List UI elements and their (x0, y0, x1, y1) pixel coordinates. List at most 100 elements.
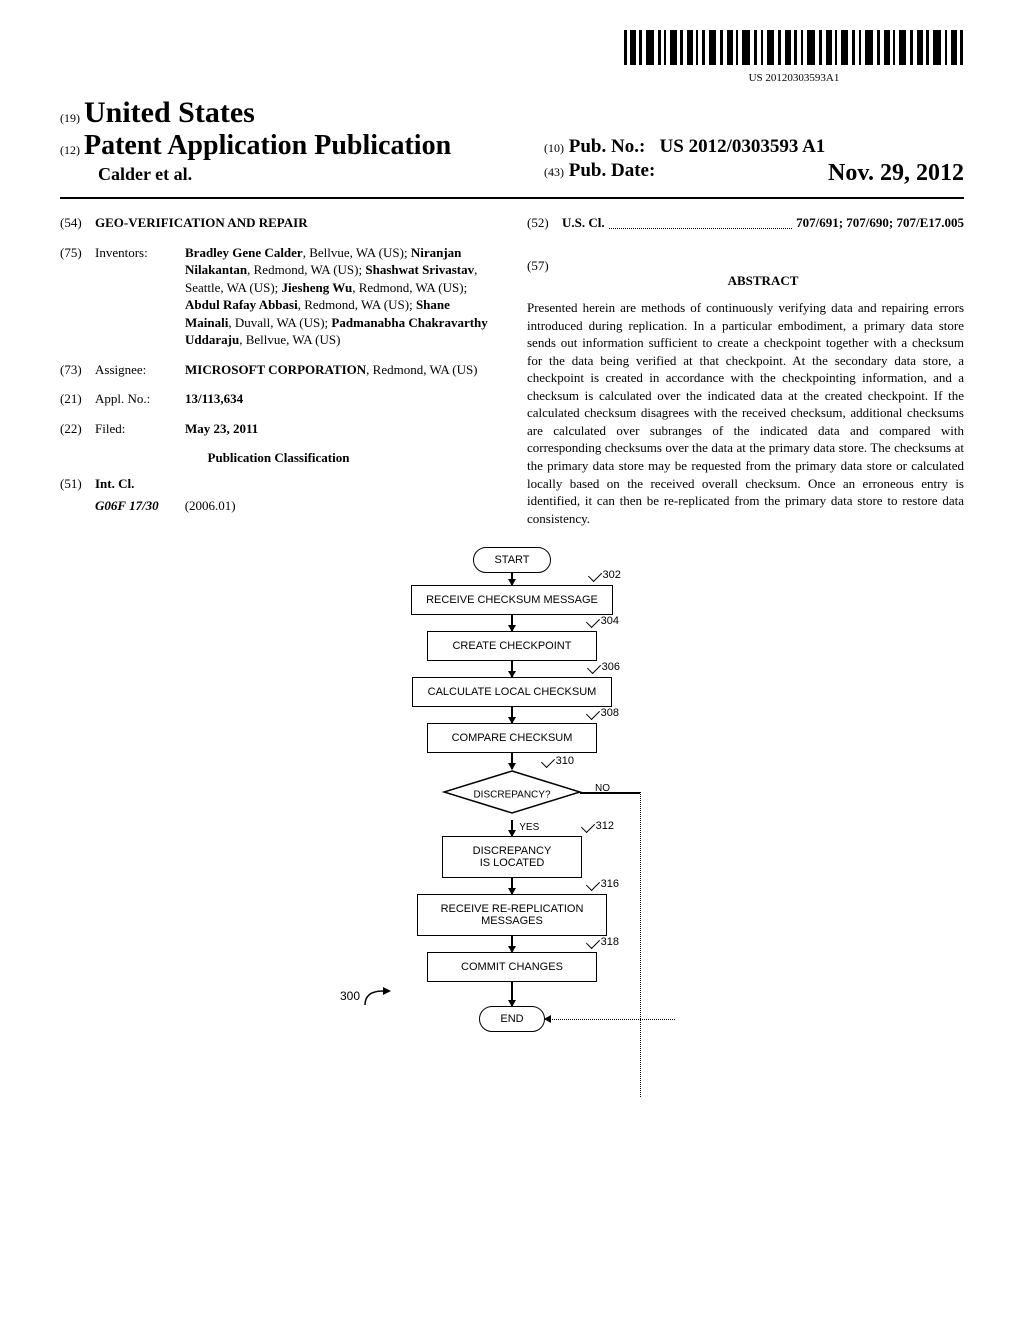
fc-arrow (511, 820, 513, 836)
inventor-loc: , Bellvue, WA (US) (239, 332, 340, 347)
uscl-label: U.S. Cl. (562, 214, 605, 232)
fc-arrow (511, 753, 513, 769)
inventor-name: Abdul Rafay Abbasi (185, 297, 298, 312)
barcode-text: US 20120303593A1 (624, 72, 964, 84)
left-column: (54) GEO-VERIFICATION AND REPAIR (75) In… (60, 214, 497, 527)
inventor-loc: , Redmond, WA (US); (298, 297, 416, 312)
fc-end: END (479, 1006, 544, 1032)
assignee-field: (73) Assignee: MICROSOFT CORPORATION, Re… (60, 361, 497, 379)
fc-arrow (511, 573, 513, 585)
filed-field: (22) Filed: May 23, 2011 (60, 420, 497, 438)
inventor-loc: , Redmond, WA (US); (352, 280, 467, 295)
fc-ref-310: 310 (542, 755, 574, 767)
fc-ref-302: 302 (589, 569, 621, 581)
assignee-label: Assignee: (95, 361, 185, 379)
applno-label: Appl. No.: (95, 390, 185, 408)
country-inid: (19) (60, 111, 80, 125)
inventor-loc: , Redmond, WA (US); (247, 262, 365, 277)
barcode-svg (624, 30, 964, 65)
abstract-inid: (57) (527, 257, 562, 300)
fc-ref-308: 308 (587, 707, 619, 719)
fc-arrow (511, 615, 513, 631)
pub-type-inid: (12) (60, 143, 80, 157)
flowchart: START RECEIVE CHECKSUM MESSAGE 302 CREAT… (60, 547, 964, 1032)
header: (19) United States (12) Patent Applicati… (60, 96, 964, 187)
fc-yes-label: YES (519, 822, 539, 833)
fc-step-318: COMMIT CHANGES (427, 952, 597, 982)
title-value: GEO-VERIFICATION AND REPAIR (95, 214, 497, 232)
content-columns: (54) GEO-VERIFICATION AND REPAIR (75) In… (60, 214, 964, 527)
intcl-label: Int. Cl. (95, 476, 134, 491)
pub-date-label: Pub. Date: (569, 160, 656, 181)
assignee-loc: , Redmond, WA (US) (366, 362, 477, 377)
classification-heading: Publication Classification (60, 449, 497, 467)
filed-value: May 23, 2011 (185, 420, 497, 438)
fc-arrow (511, 661, 513, 677)
applno-value: 13/113,634 (185, 390, 497, 408)
uscl-inid: (52) (527, 214, 562, 232)
barcode: US 20120303593A1 (624, 30, 964, 84)
authors-line: Calder et al. (98, 164, 451, 185)
right-column: (52) U.S. Cl. 707/691; 707/690; 707/E17.… (527, 214, 964, 527)
abstract-heading: ABSTRACT (562, 272, 964, 290)
fc-step-312: DISCREPANCY IS LOCATED (442, 836, 582, 878)
fc-arrow (511, 982, 513, 1006)
fc-decision-text: DISCREPANCY? (473, 789, 550, 800)
fc-300-arrow-icon (363, 987, 393, 1007)
abstract-section: (57) ABSTRACT Presented herein are metho… (527, 257, 964, 528)
inventor-loc: , Bellvue, WA (US); (303, 245, 411, 260)
inventors-field: (75) Inventors: Bradley Gene Calder, Bel… (60, 244, 497, 349)
intcl-code-field: G06F 17/30 (2006.01) (60, 497, 497, 515)
inventor-name: Jiesheng Wu (282, 280, 353, 295)
uscl-dots (609, 228, 792, 229)
assignee-value: MICROSOFT CORPORATION, Redmond, WA (US) (185, 361, 497, 379)
assignee-name: MICROSOFT CORPORATION (185, 362, 366, 377)
divider (60, 197, 964, 199)
intcl-field: (51) Int. Cl. (60, 475, 497, 493)
fc-step-304: CREATE CHECKPOINT (427, 631, 597, 661)
pub-date: Nov. 29, 2012 (828, 160, 964, 187)
fc-ref-300: 300 (340, 987, 393, 1007)
fc-ref-312: 312 (582, 820, 614, 832)
inventors-list: Bradley Gene Calder, Bellvue, WA (US); N… (185, 244, 497, 349)
fc-step-306: CALCULATE LOCAL CHECKSUM (412, 677, 612, 707)
inventor-name: Shashwat Srivastav (365, 262, 474, 277)
applno-field: (21) Appl. No.: 13/113,634 (60, 390, 497, 408)
fc-ref-316: 316 (587, 878, 619, 890)
assignee-inid: (73) (60, 361, 95, 379)
fc-arrow (511, 707, 513, 723)
pub-type: Patent Application Publication (84, 130, 451, 161)
fc-return-arrowhead (544, 1015, 551, 1023)
pub-date-inid: (43) (544, 165, 564, 179)
title-field: (54) GEO-VERIFICATION AND REPAIR (60, 214, 497, 232)
uscl-field: (52) U.S. Cl. 707/691; 707/690; 707/E17.… (527, 214, 964, 232)
inventors-inid: (75) (60, 244, 95, 349)
abstract-text: Presented herein are methods of continuo… (527, 299, 964, 527)
applno-inid: (21) (60, 390, 95, 408)
patent-page: US 20120303593A1 (19) United States (12)… (0, 0, 1024, 1320)
pub-no-inid: (10) (544, 141, 564, 155)
fc-ref-318: 318 (587, 936, 619, 948)
fc-step-316: RECEIVE RE-REPLICATION MESSAGES (417, 894, 607, 936)
title-inid: (54) (60, 214, 95, 232)
inventor-name: Bradley Gene Calder (185, 245, 303, 260)
filed-label: Filed: (95, 420, 185, 438)
fc-arrow (511, 936, 513, 952)
fc-return-line-v (640, 792, 641, 1097)
fc-step-302: RECEIVE CHECKSUM MESSAGE (411, 585, 613, 615)
inventors-label: Inventors: (95, 244, 185, 349)
filed-inid: (22) (60, 420, 95, 438)
fc-arrow (511, 878, 513, 894)
intcl-inid: (51) (60, 475, 95, 493)
fc-decision-wrapper: DISCREPANCY? 310 NO (442, 769, 582, 820)
intcl-code: G06F 17/30 (95, 498, 159, 513)
pub-no-label: Pub. No.: (569, 136, 646, 157)
fc-no-line (580, 792, 640, 794)
fc-ref-304: 304 (587, 615, 619, 627)
country: United States (84, 96, 255, 129)
fc-return-line-h (545, 1019, 675, 1020)
intcl-date: (2006.01) (185, 498, 236, 513)
fc-start: START (473, 547, 550, 573)
fc-step-308: COMPARE CHECKSUM (427, 723, 597, 753)
inventor-loc: , Duvall, WA (US); (228, 315, 331, 330)
